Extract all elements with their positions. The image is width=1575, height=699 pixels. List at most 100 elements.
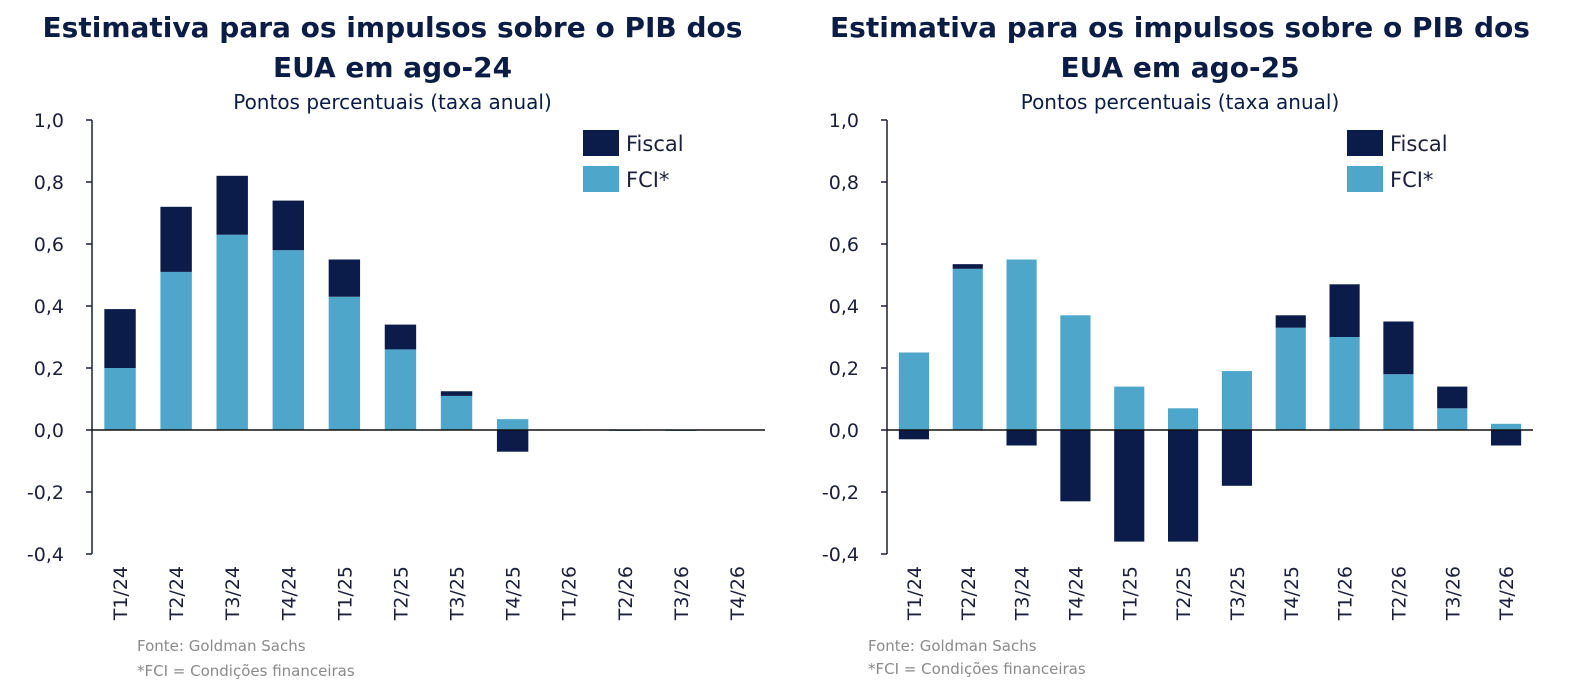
x-tick-label: T4/26 bbox=[1496, 566, 1518, 621]
bar-fiscal bbox=[1491, 430, 1522, 446]
fci-definition-note: *FCI = Condições financeiras bbox=[868, 660, 1086, 678]
bar-fiscal bbox=[160, 206, 192, 272]
bar-fci bbox=[1437, 408, 1468, 430]
legend-label: FCI* bbox=[1390, 168, 1433, 192]
bar-fci bbox=[1006, 259, 1037, 430]
legend-swatch-fiscal bbox=[583, 130, 619, 156]
bar-fiscal bbox=[1383, 321, 1414, 375]
bar-fiscal bbox=[1275, 315, 1306, 328]
bar-fci bbox=[952, 268, 983, 430]
y-tick-label: 0,6 bbox=[829, 234, 859, 256]
legend-label: Fiscal bbox=[1390, 132, 1448, 156]
bar-fci bbox=[104, 368, 136, 430]
y-tick-label: -0,4 bbox=[822, 544, 859, 566]
bar-fci bbox=[1168, 408, 1199, 430]
x-tick-label: T4/24 bbox=[278, 566, 300, 621]
x-tick-label: T3/26 bbox=[1442, 566, 1464, 621]
bar-fci bbox=[1383, 374, 1414, 430]
chart-panel-ago-25: Estimativa para os impulsos sobre o PIB … bbox=[785, 0, 1575, 699]
chart-title: Estimativa para os impulsos sobre o PIB … bbox=[785, 8, 1575, 88]
bar-fci bbox=[384, 349, 417, 430]
bar-fci bbox=[1491, 423, 1522, 430]
chart-title: Estimativa para os impulsos sobre o PIB … bbox=[0, 8, 785, 88]
bar-fiscal bbox=[104, 309, 136, 368]
stacked-bar-chart: 1,0 0,8 0,6 0,4 0,2 0,0 -0,2 -0,4 T1/24 T2/24 T3/2… bbox=[27, 110, 765, 621]
source-note: Fonte: Goldman Sachs bbox=[868, 637, 1037, 655]
x-tick-label: T1/24 bbox=[110, 566, 132, 621]
bar-fci bbox=[496, 419, 529, 430]
chart-title-line-2: EUA em ago-24 bbox=[272, 51, 513, 84]
bar-fiscal bbox=[952, 264, 983, 269]
source-note: Fonte: Goldman Sachs bbox=[137, 637, 306, 655]
bar-fiscal bbox=[1060, 430, 1091, 502]
bar-fiscal bbox=[1437, 386, 1468, 409]
chart-subtitle: Pontos percentuais (taxa anual) bbox=[233, 90, 552, 114]
bar-fci bbox=[1221, 371, 1252, 430]
bar-fiscal bbox=[1114, 430, 1145, 542]
x-tick-label: T2/25 bbox=[390, 566, 412, 621]
y-tick-label: 0,2 bbox=[34, 358, 64, 380]
bar-fiscal bbox=[272, 200, 304, 251]
y-tick-label: 0,4 bbox=[829, 296, 859, 318]
bar-fci bbox=[328, 296, 361, 430]
bar-fiscal bbox=[496, 430, 529, 452]
chart-panel-ago-24: Estimativa para os impulsos sobre o PIB … bbox=[0, 0, 785, 699]
y-tick-label: 0,2 bbox=[829, 358, 859, 380]
bar-fiscal bbox=[440, 391, 473, 396]
y-tick-label: 1,0 bbox=[34, 110, 64, 132]
x-tick-label: T2/24 bbox=[958, 566, 980, 621]
y-tick-label: -0,4 bbox=[27, 544, 64, 566]
x-tick-label: T3/25 bbox=[447, 566, 469, 621]
y-tick-label: 1,0 bbox=[829, 110, 859, 132]
x-tick-label: T2/26 bbox=[1388, 566, 1410, 621]
bar-fci bbox=[272, 250, 304, 430]
bar-fci bbox=[1060, 315, 1091, 430]
fci-definition-note: *FCI = Condições financeiras bbox=[137, 662, 355, 680]
legend-swatch-fci bbox=[583, 166, 619, 192]
y-tick-label: -0,2 bbox=[27, 482, 64, 504]
y-tick-label: 0,0 bbox=[829, 420, 859, 442]
chart-title-line-2: EUA em ago-25 bbox=[1060, 51, 1300, 84]
x-tick-label: T1/24 bbox=[904, 566, 926, 621]
bar-fci bbox=[1275, 327, 1306, 430]
x-tick-label: T2/25 bbox=[1173, 566, 1195, 621]
x-tick-label: T4/25 bbox=[503, 566, 525, 621]
chart-subtitle: Pontos percentuais (taxa anual) bbox=[1020, 90, 1340, 114]
bar-fci bbox=[440, 395, 473, 430]
legend-label: Fiscal bbox=[626, 132, 684, 156]
x-tick-label: T2/24 bbox=[166, 566, 188, 621]
bar-fci bbox=[1114, 386, 1145, 430]
y-tick-label: 0,6 bbox=[34, 234, 64, 256]
legend-swatch-fci bbox=[1347, 166, 1383, 192]
x-tick-label: T3/25 bbox=[1227, 566, 1249, 621]
y-tick-label: 0,0 bbox=[34, 420, 64, 442]
bar-fci bbox=[216, 234, 248, 430]
x-tick-label: T4/26 bbox=[727, 566, 749, 621]
x-tick-label: T3/26 bbox=[671, 566, 693, 621]
x-tick-label: T2/26 bbox=[615, 566, 637, 621]
bar-fiscal bbox=[1329, 284, 1360, 337]
y-tick-label: 0,8 bbox=[34, 172, 64, 194]
bar-fci bbox=[160, 271, 192, 430]
legend-swatch-fiscal bbox=[1347, 130, 1383, 156]
x-tick-label: T1/25 bbox=[334, 566, 356, 621]
bar-fiscal bbox=[216, 175, 248, 235]
y-tick-label: -0,2 bbox=[822, 482, 859, 504]
x-tick-label: T1/25 bbox=[1119, 566, 1141, 621]
x-tick-label: T1/26 bbox=[1335, 566, 1357, 621]
chart-title-line-1: Estimativa para os impulsos sobre o PIB … bbox=[830, 11, 1530, 44]
legend-label: FCI* bbox=[626, 168, 669, 192]
bar-fci bbox=[1329, 337, 1360, 430]
bar-fiscal bbox=[1006, 430, 1037, 446]
x-tick-label: T3/24 bbox=[1012, 566, 1034, 621]
bar-fiscal bbox=[898, 430, 929, 440]
x-tick-label: T4/25 bbox=[1281, 566, 1303, 621]
x-tick-label: T1/26 bbox=[559, 566, 581, 621]
bar-fiscal bbox=[384, 324, 417, 350]
x-tick-label: T3/24 bbox=[222, 566, 244, 621]
y-tick-label: 0,4 bbox=[34, 296, 64, 318]
chart-title-line-1: Estimativa para os impulsos sobre o PIB … bbox=[42, 11, 743, 44]
x-tick-label: T4/24 bbox=[1065, 566, 1087, 621]
bar-fiscal bbox=[1221, 430, 1252, 486]
bar-fiscal bbox=[328, 259, 361, 297]
